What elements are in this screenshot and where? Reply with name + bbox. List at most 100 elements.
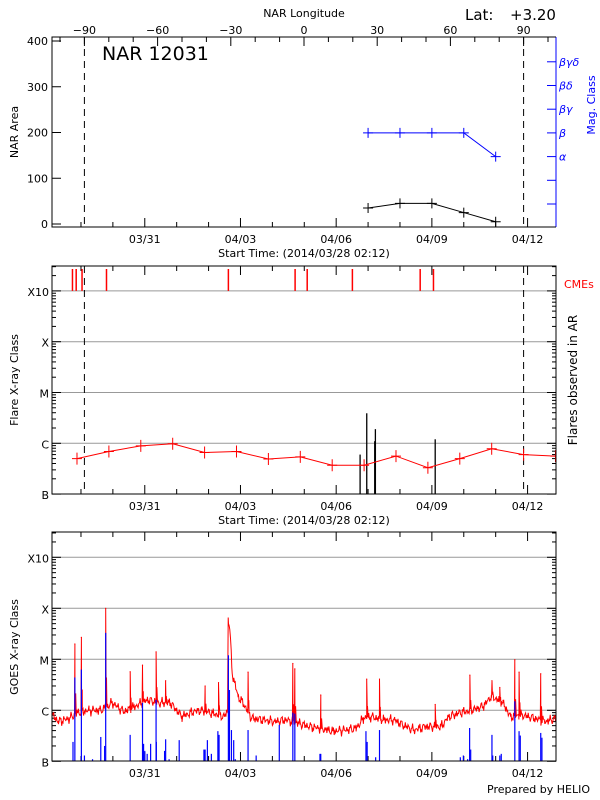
x-axis-label: Start Time: (2014/03/28 02:12) — [218, 514, 390, 527]
x-tick-label: 04/12 — [512, 767, 544, 780]
goes-peak-mark — [217, 681, 220, 684]
x-tick-label: 04/06 — [320, 233, 352, 246]
x-tick-label: 04/03 — [225, 233, 257, 246]
daily-average-point — [231, 445, 242, 458]
x-tick-label: 04/12 — [512, 500, 544, 513]
daily-average-point — [263, 453, 274, 466]
y-tick-label: X — [41, 603, 49, 616]
x-tick-label: 04/03 — [225, 767, 257, 780]
latitude-label: Lat: — [465, 6, 493, 24]
y2-tick-label: βγ — [558, 103, 573, 116]
daily-average-point — [167, 437, 178, 450]
y-axis-label: NAR Area — [8, 106, 21, 158]
goes-peak-mark — [105, 607, 107, 609]
y-tick-label: M — [40, 388, 50, 401]
plot-frame — [51, 531, 557, 762]
daily-average-line — [76, 443, 556, 469]
daily-average-point — [199, 446, 210, 459]
area-point — [458, 207, 469, 218]
top-tick-label: 90 — [517, 24, 531, 37]
goes-peak-mark — [204, 685, 206, 687]
goes-peak-mark — [469, 674, 471, 676]
y-tick-label: X10 — [27, 286, 49, 299]
goes-peak-mark — [320, 694, 322, 696]
x-tick-label: 04/03 — [225, 500, 257, 513]
footer-credit: Prepared by HELIO — [487, 783, 590, 796]
top-axis-title: NAR Longitude — [263, 7, 345, 20]
daily-average-point — [422, 461, 433, 474]
y2-tick-label: βγδ — [558, 56, 580, 69]
x-tick-label: 04/09 — [416, 500, 448, 513]
area-point — [426, 198, 437, 209]
daily-average-point — [103, 445, 114, 458]
x-tick-label: 04/12 — [512, 233, 544, 246]
y-tick-label: X10 — [27, 552, 49, 565]
y2-tick-label: β — [558, 127, 566, 140]
x-tick-label: 03/31 — [129, 500, 161, 513]
goes-peak-mark — [518, 671, 520, 673]
top-tick-label: 60 — [443, 24, 457, 37]
goes-flux-line — [52, 608, 556, 737]
x-tick-label: 04/06 — [320, 500, 352, 513]
y-tick-label: M — [40, 654, 50, 667]
daily-average-point — [327, 459, 338, 472]
y-tick-label: 300 — [27, 81, 48, 94]
top-tick-label: −30 — [219, 24, 242, 37]
goes-peak-mark — [74, 643, 76, 645]
y-tick-label: C — [41, 438, 49, 451]
cme-label: CMEs — [564, 278, 594, 291]
goes-peak-mark — [294, 668, 296, 670]
y-tick-label: 400 — [27, 35, 48, 48]
daily-average-point — [518, 448, 529, 461]
x-tick-label: 04/09 — [416, 767, 448, 780]
mag-class-point — [458, 127, 469, 138]
goes-peak-mark — [129, 671, 131, 673]
goes-peak-mark — [141, 664, 144, 666]
y2-tick-label: βδ — [558, 80, 573, 93]
panel-title: NAR 12031 — [102, 43, 209, 65]
goes-peak-mark — [434, 703, 436, 706]
area-point — [363, 202, 374, 213]
mag-class-point — [394, 127, 405, 138]
goes-peak-mark — [514, 659, 516, 661]
daily-average-point — [454, 452, 465, 465]
top-tick-label: −90 — [73, 24, 96, 37]
x-tick-label: 03/31 — [129, 767, 161, 780]
y-axis-label: Flare X-ray Class — [8, 334, 21, 426]
y-tick-label: X — [41, 337, 49, 350]
y2-axis-label: Mag. Class — [585, 75, 598, 134]
plot-frame — [51, 265, 557, 495]
top-tick-label: 0 — [301, 24, 308, 37]
goes-peak-mark — [499, 686, 501, 689]
daily-average-point — [135, 439, 146, 452]
mag-class-point — [363, 127, 374, 138]
goes-peak-mark — [378, 678, 381, 680]
mag-class-point — [490, 151, 501, 162]
top-tick-label: −60 — [146, 24, 169, 37]
daily-average-point — [390, 450, 401, 463]
y-tick-label: 100 — [27, 172, 48, 185]
y-tick-label: 200 — [27, 127, 48, 140]
goes-peak-mark — [80, 636, 82, 638]
plot-area — [52, 607, 556, 761]
goes-peak-mark — [155, 651, 157, 653]
x-tick-label: 04/06 — [320, 767, 352, 780]
x-axis-label: Start Time: (2014/03/28 02:12) — [218, 247, 390, 260]
top-tick-label: 30 — [370, 24, 384, 37]
daily-average-point — [486, 442, 497, 455]
nar-area-panel: NAR 12031 NAR Area Mag. Class Start Time… — [8, 24, 598, 260]
goes-peak-mark — [540, 673, 542, 675]
goes-peak-mark — [165, 680, 167, 682]
mag-class-point — [426, 127, 437, 138]
y-tick-label: C — [41, 705, 49, 718]
goes-peak-mark — [366, 678, 368, 680]
daily-average-point — [71, 452, 82, 465]
plot-frame — [51, 36, 556, 228]
y2-tick-label: α — [559, 151, 567, 164]
daily-average-point — [359, 459, 370, 472]
area-point — [490, 216, 501, 227]
daily-average-point — [550, 450, 556, 463]
y-tick-label: B — [41, 489, 49, 502]
y2-axis-label: Flares observed in AR — [566, 315, 580, 445]
